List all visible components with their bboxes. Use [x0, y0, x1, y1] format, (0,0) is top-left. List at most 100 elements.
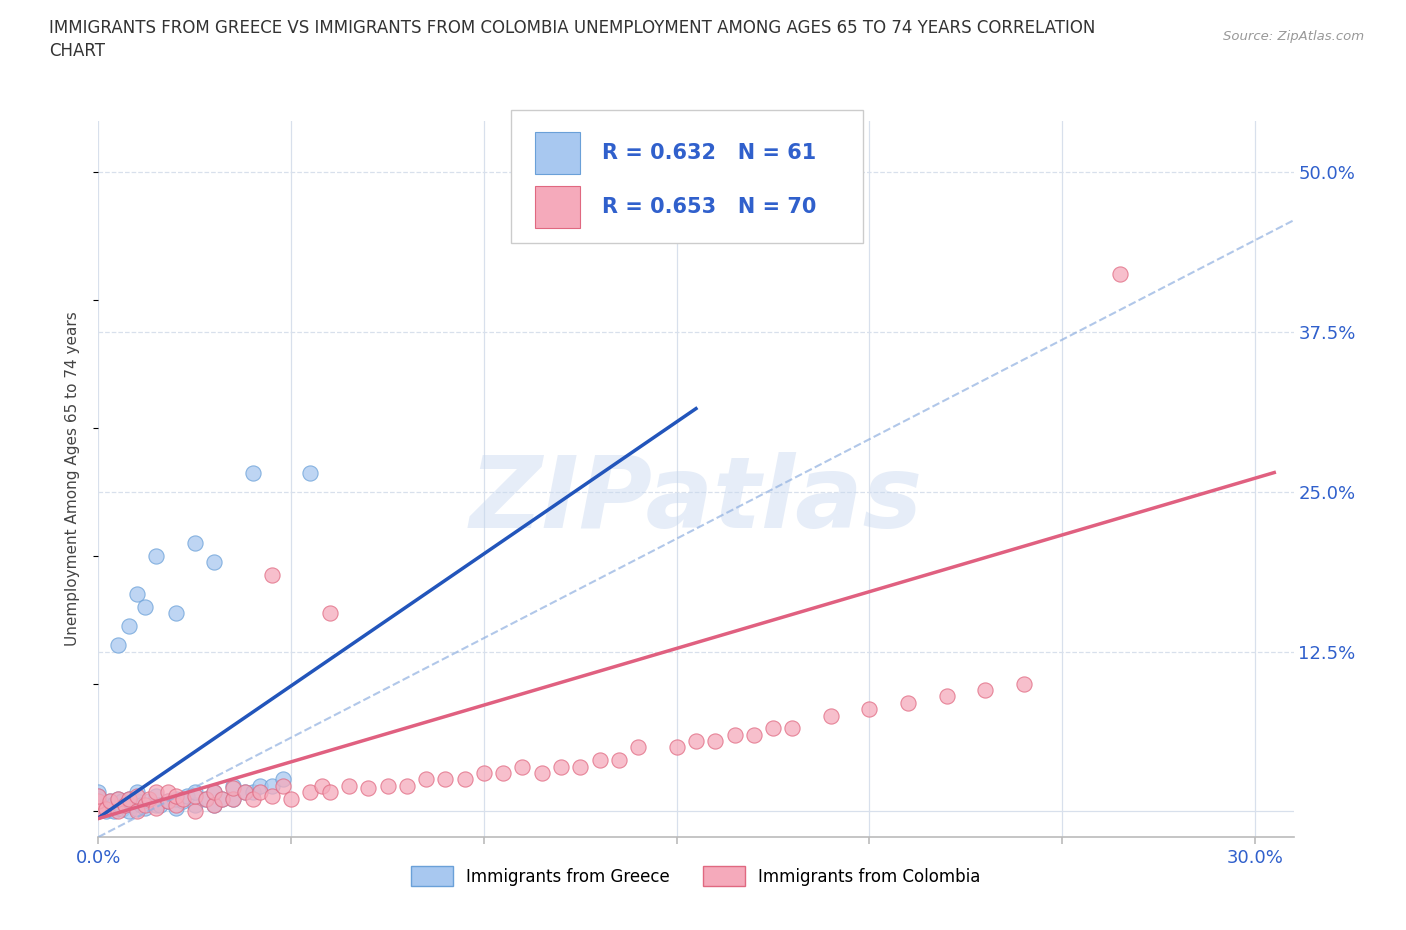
Point — [138, 794, 160, 809]
Point — [665, 740, 688, 755]
Point — [125, 785, 148, 800]
Point — [145, 549, 167, 564]
Point — [87, 794, 110, 809]
Point — [685, 734, 707, 749]
Point — [280, 791, 302, 806]
Point — [87, 794, 110, 809]
Point — [156, 794, 179, 809]
Point — [319, 605, 342, 620]
Point — [260, 567, 283, 582]
Point — [172, 791, 194, 806]
Point — [87, 798, 110, 813]
Point — [145, 785, 167, 800]
Point — [820, 708, 842, 723]
Point — [87, 791, 110, 806]
Point — [145, 800, 167, 815]
Point — [165, 800, 187, 815]
Point — [125, 587, 148, 602]
Point — [569, 759, 592, 774]
Point — [87, 791, 110, 806]
Point — [762, 721, 785, 736]
Point — [273, 772, 295, 787]
Point — [103, 796, 125, 811]
Point — [319, 785, 342, 800]
Point — [87, 804, 110, 819]
Point — [118, 618, 141, 633]
Point — [87, 800, 110, 815]
Point — [742, 727, 765, 742]
Point — [222, 781, 245, 796]
Point — [453, 772, 475, 787]
Point — [395, 778, 418, 793]
Point — [87, 789, 110, 804]
Point — [222, 791, 245, 806]
Point — [357, 781, 380, 796]
Point — [118, 804, 141, 819]
Point — [125, 802, 148, 817]
Y-axis label: Unemployment Among Ages 65 to 74 years: Unemployment Among Ages 65 to 74 years — [65, 312, 80, 646]
Point — [165, 789, 187, 804]
Text: CHART: CHART — [49, 42, 105, 60]
Point — [125, 794, 148, 809]
Point — [202, 798, 225, 813]
Point — [260, 789, 283, 804]
Point — [337, 778, 360, 793]
Point — [222, 778, 245, 793]
Point — [172, 794, 194, 809]
Point — [134, 798, 156, 813]
Point — [704, 734, 727, 749]
Point — [156, 794, 179, 809]
Point — [550, 759, 572, 774]
Point — [311, 778, 333, 793]
Point — [588, 753, 610, 768]
Point — [377, 778, 399, 793]
Point — [87, 789, 110, 804]
Point — [118, 791, 141, 806]
Point — [122, 798, 145, 813]
Point — [195, 791, 218, 806]
Point — [627, 740, 650, 755]
Point — [107, 800, 129, 815]
Point — [176, 789, 198, 804]
Point — [149, 798, 172, 813]
Point — [723, 727, 745, 742]
Point — [165, 791, 187, 806]
Legend: Immigrants from Greece, Immigrants from Colombia: Immigrants from Greece, Immigrants from … — [405, 859, 987, 893]
Point — [114, 798, 136, 813]
Text: R = 0.632   N = 61: R = 0.632 N = 61 — [602, 143, 815, 163]
Point — [202, 798, 225, 813]
Point — [184, 798, 207, 813]
Point — [897, 696, 920, 711]
Point — [118, 791, 141, 806]
Point — [607, 753, 630, 768]
Point — [299, 465, 322, 480]
Point — [492, 765, 515, 780]
Point — [114, 798, 136, 813]
Point — [211, 791, 233, 806]
Text: IMMIGRANTS FROM GREECE VS IMMIGRANTS FROM COLOMBIA UNEMPLOYMENT AMONG AGES 65 TO: IMMIGRANTS FROM GREECE VS IMMIGRANTS FRO… — [49, 19, 1095, 36]
Point — [87, 800, 110, 815]
Point — [1109, 267, 1132, 282]
Text: R = 0.653   N = 70: R = 0.653 N = 70 — [602, 197, 815, 217]
Point — [512, 759, 534, 774]
FancyBboxPatch shape — [534, 186, 581, 228]
Point — [145, 789, 167, 804]
Point — [103, 804, 125, 819]
Text: ZIPatlas: ZIPatlas — [470, 452, 922, 549]
Point — [110, 802, 132, 817]
Point — [94, 802, 117, 817]
Point — [202, 554, 225, 569]
Point — [94, 798, 117, 813]
Point — [299, 785, 322, 800]
Point — [202, 785, 225, 800]
Point — [107, 638, 129, 653]
Point — [87, 795, 110, 810]
Point — [87, 785, 110, 800]
Point — [233, 785, 256, 800]
Point — [87, 802, 110, 817]
Point — [184, 536, 207, 551]
Point — [165, 605, 187, 620]
Point — [125, 804, 148, 819]
Point — [134, 600, 156, 615]
Point — [222, 791, 245, 806]
